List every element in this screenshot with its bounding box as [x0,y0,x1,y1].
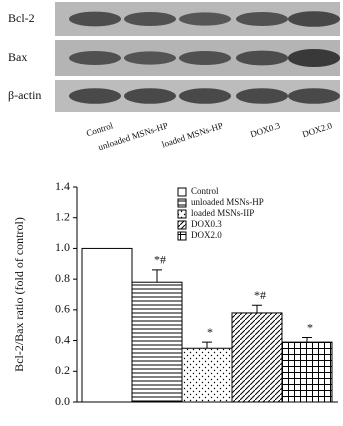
legend-swatch [177,198,187,208]
band [69,51,121,65]
y-tick-label: 1.2 [55,209,70,223]
band [69,11,121,27]
row-label: β-actin [8,88,41,102]
band [288,11,340,27]
y-tick-label: 0.8 [55,271,70,285]
legend-label: DOX2.0 [191,230,222,240]
y-axis-label: Bcl-2/Bax ratio (fold of control) [12,217,26,372]
legend-label: unloaded MSNs-HP [191,197,264,207]
significance-label: *# [254,288,266,302]
significance-label: * [207,325,213,339]
lane-label: DOX0.3 [249,120,282,139]
legend-swatch [177,209,187,219]
y-tick-label: 0.6 [55,302,70,316]
band [124,88,176,104]
lane-label: loaded MSNs-HP [161,120,225,149]
band [236,12,288,26]
band [124,51,176,65]
bar [231,312,283,403]
band [179,12,231,26]
row-label: Bax [8,50,27,64]
row-label: Bcl-2 [8,11,35,25]
y-tick-label: 1.4 [55,179,70,193]
y-tick-label: 0.0 [55,394,70,408]
significance-label: * [307,320,313,334]
band [179,88,231,104]
y-tick-label: 1.0 [55,240,70,254]
legend-swatch [177,220,187,230]
band [69,88,121,104]
band [236,88,288,104]
bar-chart: Bcl-2/Bax ratio (fold of control) 0.0 0.2 0… [12,179,338,408]
lane-label: Control [85,120,115,138]
bar [181,347,233,403]
error-bar [302,337,312,343]
y-tick-label: 0.2 [55,363,70,377]
band [236,50,288,66]
error-bar [152,269,162,283]
y-tick-label: 0.4 [55,332,70,346]
legend-label: Control [191,186,219,196]
bar [131,281,183,403]
bar [81,247,133,403]
legend-label: loaded MSNs-IIP [191,208,254,218]
error-bar [252,304,262,313]
legend-swatch [177,187,187,197]
bar [281,341,333,403]
band [288,49,340,67]
lane-label: DOX2.0 [301,120,334,139]
band [124,12,176,26]
band [288,88,340,104]
legend-swatch [177,231,187,241]
error-bar [202,341,212,349]
significance-label: *# [154,253,166,267]
legend-label: DOX0.3 [191,219,222,229]
band [179,51,231,65]
